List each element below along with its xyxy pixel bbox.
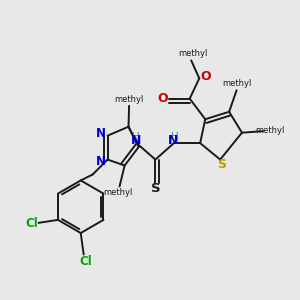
Text: H: H: [132, 132, 140, 142]
Text: Cl: Cl: [80, 255, 92, 268]
Text: N: N: [96, 127, 106, 140]
Text: methyl: methyl: [114, 95, 144, 104]
Text: methyl: methyl: [178, 49, 207, 58]
Text: Cl: Cl: [26, 217, 38, 230]
Text: O: O: [158, 92, 168, 105]
Text: methyl: methyl: [255, 126, 284, 135]
Text: N: N: [131, 134, 141, 147]
Text: O: O: [200, 70, 211, 83]
Text: S: S: [151, 182, 160, 195]
Text: H: H: [171, 132, 179, 142]
Text: methyl: methyl: [223, 79, 252, 88]
Text: N: N: [96, 155, 106, 168]
Text: N: N: [167, 134, 178, 147]
Text: methyl: methyl: [103, 188, 133, 197]
Text: S: S: [218, 158, 226, 171]
